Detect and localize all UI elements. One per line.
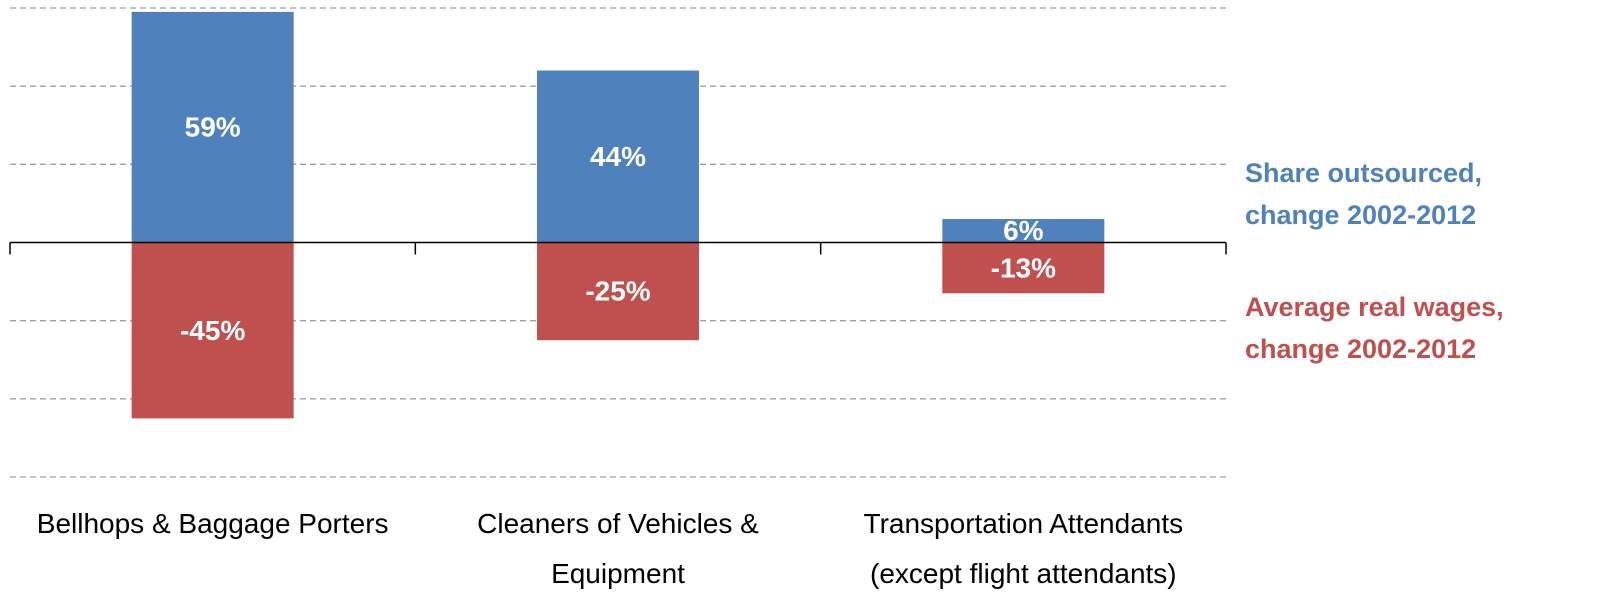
- value-label: 6%: [1003, 215, 1044, 246]
- bar: [131, 242, 294, 419]
- legend-entry: Share outsourced, change 2002-2012: [1245, 158, 1483, 230]
- value-label: -13%: [991, 252, 1056, 283]
- value-label: 59%: [185, 112, 241, 143]
- bar: [942, 219, 1105, 243]
- bar: [131, 11, 294, 243]
- value-label: -45%: [180, 315, 245, 346]
- bar: [942, 242, 1105, 294]
- x-tick-label: Transportation Attendants (except flight…: [863, 508, 1184, 589]
- value-label: 44%: [590, 141, 646, 172]
- legend-entry: Average real wages, change 2002-2012: [1245, 292, 1504, 364]
- bar: [537, 242, 699, 341]
- bar: [537, 70, 699, 243]
- x-tick-label: Cleaners of Vehicles & Equipment: [477, 508, 759, 589]
- x-tick-label: Bellhops & Baggage Porters: [36, 508, 389, 539]
- value-label: -25%: [585, 276, 650, 307]
